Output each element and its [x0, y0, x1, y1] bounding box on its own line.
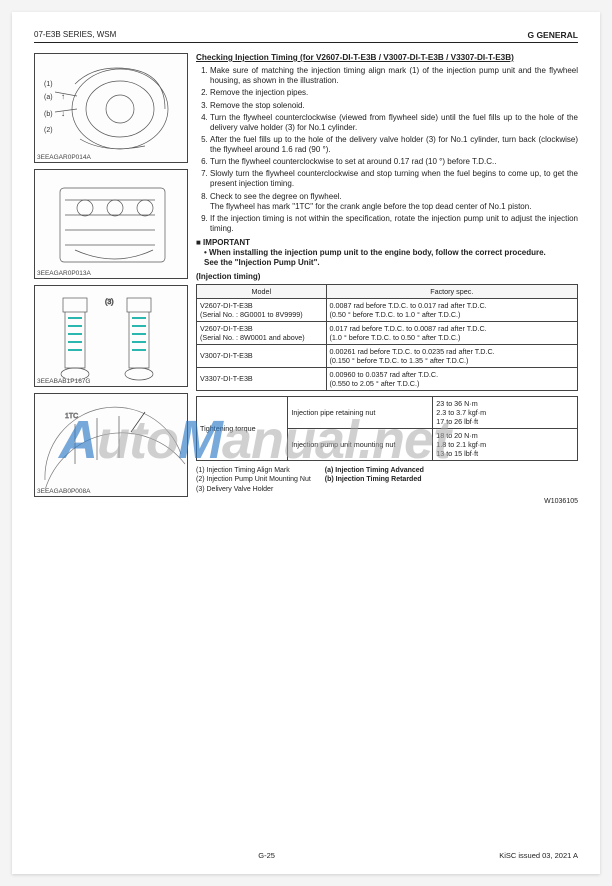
figure-3-caption: 3EEABAB1P167G: [37, 378, 90, 385]
legend: (1) Injection Timing Align Mark (2) Inje…: [196, 466, 578, 494]
figure-2: 3EEAGAR0P013A: [34, 169, 188, 279]
important-label: ■ IMPORTANT: [196, 238, 578, 248]
figure-4: 1TC 3EEAGAB0P008A: [34, 393, 188, 497]
svg-text:↓: ↓: [61, 109, 65, 118]
svg-text:(3): (3): [105, 299, 114, 306]
svg-text:(a): (a): [44, 94, 53, 101]
col-model: Model: [197, 284, 327, 298]
svg-text:(b): (b): [44, 111, 53, 118]
legend-left: (1) Injection Timing Align Mark (2) Inje…: [196, 466, 311, 494]
header-left: 07-E3B SERIES, WSM: [34, 30, 116, 40]
table-row: V2607-DI-T-E3B (Serial No. : 8W0001 and …: [197, 321, 578, 344]
section-heading: Checking Injection Timing (for V2607-DI-…: [196, 53, 578, 63]
step-2: Remove the injection pipes.: [210, 88, 578, 98]
svg-text:↑: ↑: [61, 92, 65, 101]
step-5: After the fuel fills up to the hole of t…: [210, 135, 578, 155]
col-spec: Factory spec.: [326, 284, 577, 298]
timing-table-title: (Injection timing): [196, 272, 578, 282]
important-body: • When installing the injection pump uni…: [196, 248, 578, 268]
step-6: Turn the flywheel counterclockwise to se…: [210, 157, 578, 167]
table-row: V2607-DI-T-E3B (Serial No. : 8G0001 to 8…: [197, 298, 578, 321]
step-9: If the injection timing is not within th…: [210, 214, 578, 234]
svg-text:1TC: 1TC: [65, 413, 78, 420]
figure-2-caption: 3EEAGAR0P013A: [37, 270, 91, 277]
figure-1: (1) (a) ↑ (b) ↓ (2) 3EEAGAR0P014A: [34, 53, 188, 163]
injection-timing-table: Model Factory spec. V2607-DI-T-E3B (Seri…: [196, 284, 578, 391]
figure-3: (3) 3EEABAB1P167G: [34, 285, 188, 387]
figure-4-caption: 3EEAGAB0P008A: [37, 488, 90, 495]
content-area: (1) (a) ↑ (b) ↓ (2) 3EEAGAR0P014A: [34, 53, 578, 507]
header-right: G GENERAL: [527, 30, 578, 40]
page-header: 07-E3B SERIES, WSM G GENERAL: [34, 30, 578, 43]
figure-column: (1) (a) ↑ (b) ↓ (2) 3EEAGAR0P014A: [34, 53, 188, 507]
svg-text:(2): (2): [44, 127, 53, 134]
step-8: Check to see the degree on flywheel. The…: [210, 192, 578, 212]
table-row: V3307-DI-T-E3B0.00960 to 0.0357 rad afte…: [197, 367, 578, 390]
issue-info: KiSC issued 03, 2021 A: [499, 851, 578, 860]
legend-right: (a) Injection Timing Advanced (b) Inject…: [325, 466, 424, 494]
step-1: Make sure of matching the injection timi…: [210, 66, 578, 86]
text-column: Checking Injection Timing (for V2607-DI-…: [196, 53, 578, 507]
torque-table: Tightening torque Injection pipe retaini…: [196, 396, 578, 461]
svg-text:(1): (1): [44, 81, 53, 88]
page-footer: G-25 KiSC issued 03, 2021 A: [12, 851, 600, 860]
step-7: Slowly turn the flywheel counterclockwis…: [210, 169, 578, 189]
page: 07-E3B SERIES, WSM G GENERAL: [12, 12, 600, 874]
table-row: V3007-DI-T-E3B0.00261 rad before T.D.C. …: [197, 344, 578, 367]
doc-id: W1036105: [196, 498, 578, 507]
page-number: G-25: [34, 851, 499, 860]
torque-label: Tightening torque: [197, 396, 288, 460]
figure-1-caption: 3EEAGAR0P014A: [37, 154, 91, 161]
procedure-steps: Make sure of matching the injection timi…: [196, 66, 578, 234]
table-row: Tightening torque Injection pipe retaini…: [197, 396, 578, 428]
step-3: Remove the stop solenoid.: [210, 101, 578, 111]
step-4: Turn the flywheel counterclockwise (view…: [210, 113, 578, 133]
